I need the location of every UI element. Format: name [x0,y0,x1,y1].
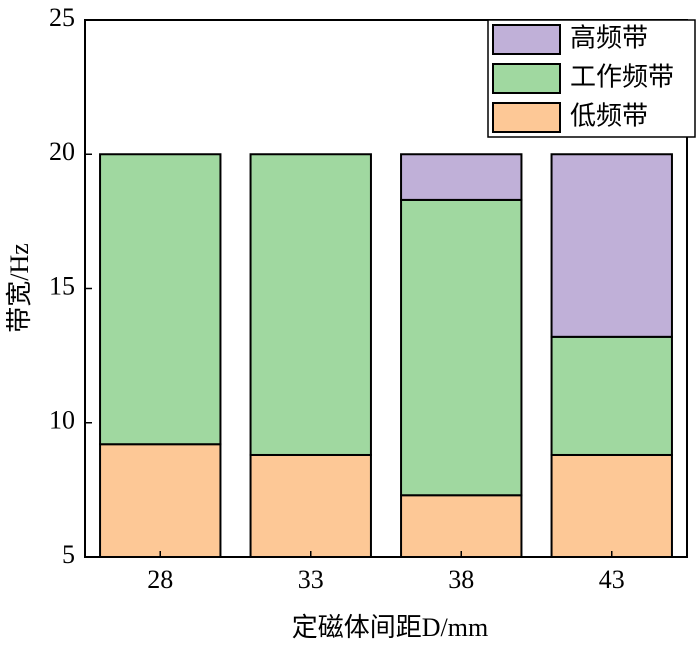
bar-segment [550,153,673,338]
x-axis-label: 定磁体间距D/mm [292,613,488,642]
legend-label: 工作频带 [570,62,674,91]
legend-swatch [492,24,561,55]
y-axis-label: 带宽/Hz [5,243,34,333]
bar-segment [99,153,222,446]
x-tick-label: 38 [448,565,474,594]
plot-frame [84,19,688,558]
bar-segment [400,153,523,201]
x-tick-label: 43 [599,565,625,594]
legend-label: 高频带 [570,23,648,52]
bar-segment [550,335,673,456]
y-tick-label: 5 [62,540,75,569]
y-tick-label: 10 [49,406,75,435]
bar-segment [99,443,222,559]
x-tick-label: 33 [298,565,324,594]
legend-label: 低频带 [570,101,648,130]
legend-swatch [492,102,561,133]
x-tick-label: 28 [147,565,173,594]
y-tick-label: 20 [49,137,75,166]
bar-segment [249,453,372,558]
y-tick-label: 25 [49,3,75,32]
bar-segment [550,453,673,558]
bar-segment [400,198,523,497]
bar-segment [400,494,523,558]
legend-swatch [492,63,561,94]
bar-segment [249,153,372,456]
y-tick-label: 15 [49,271,75,300]
